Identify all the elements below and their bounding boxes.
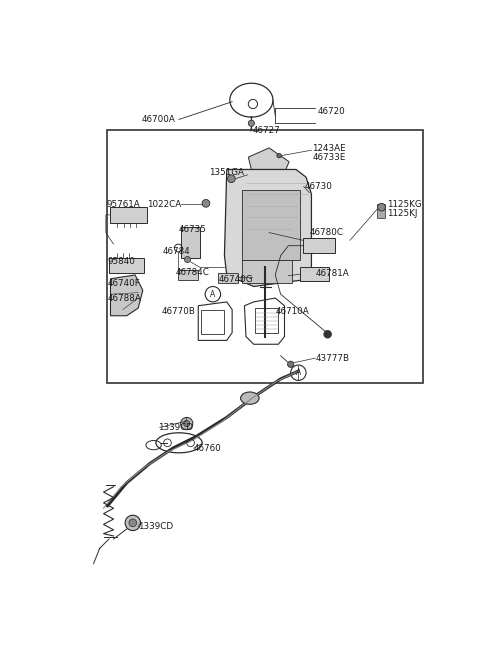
Circle shape <box>324 330 332 338</box>
Bar <box>242 259 292 283</box>
Bar <box>180 227 200 258</box>
Text: 46720: 46720 <box>318 107 346 116</box>
Text: 1022CA: 1022CA <box>147 200 182 208</box>
Circle shape <box>125 515 141 531</box>
Text: 46781A: 46781A <box>315 269 349 278</box>
Bar <box>178 270 198 280</box>
Circle shape <box>378 203 385 211</box>
Text: 46780C: 46780C <box>310 228 344 237</box>
Text: A: A <box>296 368 301 377</box>
Text: 46740G: 46740G <box>218 275 253 284</box>
Text: 1125KJ: 1125KJ <box>387 209 417 218</box>
Text: 46733E: 46733E <box>312 153 346 162</box>
Text: 46735: 46735 <box>179 225 207 234</box>
Text: 1339CD: 1339CD <box>158 423 193 432</box>
Text: 46784C: 46784C <box>175 268 209 277</box>
Text: A: A <box>210 290 216 299</box>
Circle shape <box>129 519 137 527</box>
Circle shape <box>184 421 190 426</box>
Bar <box>201 310 225 334</box>
Circle shape <box>228 175 235 183</box>
Text: 1339CD: 1339CD <box>138 522 173 531</box>
Bar <box>242 190 300 259</box>
Circle shape <box>288 361 294 367</box>
Text: 95840: 95840 <box>108 257 135 265</box>
Circle shape <box>202 200 210 207</box>
Bar <box>110 207 147 223</box>
Text: 43777B: 43777B <box>315 354 349 363</box>
Text: 46730: 46730 <box>304 182 332 191</box>
Bar <box>303 238 336 253</box>
Polygon shape <box>225 170 312 286</box>
Bar <box>377 204 384 218</box>
Text: 46788A: 46788A <box>108 293 141 303</box>
Text: 46770B: 46770B <box>161 307 195 316</box>
Bar <box>218 272 238 284</box>
Text: 46740F: 46740F <box>108 279 140 288</box>
Text: 1351GA: 1351GA <box>209 168 244 177</box>
Bar <box>108 130 423 383</box>
Ellipse shape <box>240 392 259 404</box>
Circle shape <box>277 153 281 158</box>
Circle shape <box>248 120 254 126</box>
Text: 46710A: 46710A <box>275 307 309 316</box>
Bar <box>109 258 144 273</box>
Circle shape <box>180 417 193 430</box>
Polygon shape <box>248 148 289 176</box>
Text: 1125KG: 1125KG <box>387 200 421 208</box>
Text: 46784: 46784 <box>163 246 191 255</box>
Bar <box>255 308 278 333</box>
Bar <box>300 267 329 281</box>
Text: 46700A: 46700A <box>141 115 175 124</box>
Text: 95761A: 95761A <box>107 200 140 208</box>
Text: 46727: 46727 <box>252 126 280 136</box>
Text: 46760: 46760 <box>193 443 221 453</box>
Circle shape <box>184 257 191 263</box>
Polygon shape <box>110 275 143 316</box>
Text: 1243AE: 1243AE <box>312 144 346 153</box>
